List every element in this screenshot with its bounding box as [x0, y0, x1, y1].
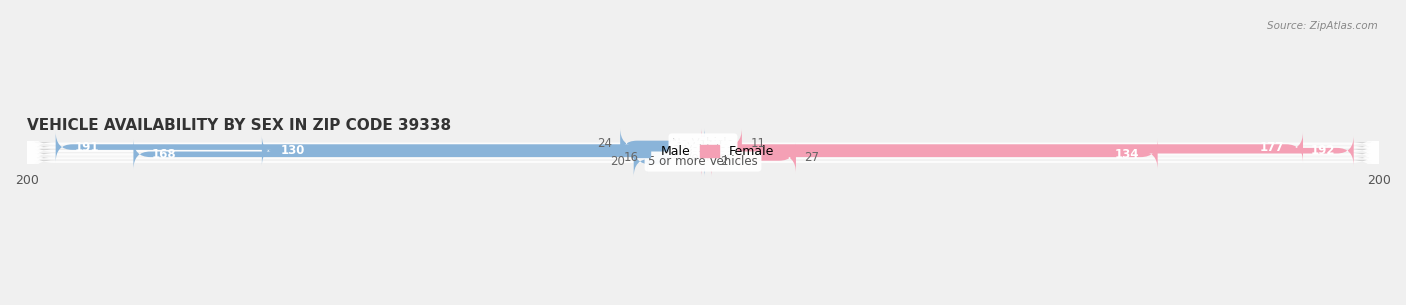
Text: VEHICLE AVAILABILITY BY SEX IN ZIP CODE 39338: VEHICLE AVAILABILITY BY SEX IN ZIP CODE …	[27, 118, 451, 133]
FancyBboxPatch shape	[27, 130, 1379, 185]
FancyBboxPatch shape	[702, 135, 1354, 166]
FancyBboxPatch shape	[134, 139, 704, 170]
Text: Source: ZipAtlas.com: Source: ZipAtlas.com	[1267, 21, 1378, 31]
Text: 4 Vehicles: 4 Vehicles	[673, 151, 733, 164]
FancyBboxPatch shape	[634, 146, 704, 177]
Text: 16: 16	[624, 151, 638, 164]
Text: 177: 177	[1260, 141, 1285, 154]
Text: 3 Vehicles: 3 Vehicles	[673, 148, 733, 161]
FancyBboxPatch shape	[702, 128, 742, 159]
Text: 11: 11	[751, 137, 765, 150]
Text: 192: 192	[1310, 144, 1336, 157]
FancyBboxPatch shape	[27, 134, 1379, 189]
Text: 20: 20	[610, 155, 626, 168]
Text: 27: 27	[804, 151, 820, 164]
FancyBboxPatch shape	[702, 143, 796, 173]
Text: 130: 130	[280, 144, 305, 157]
FancyBboxPatch shape	[27, 127, 1379, 182]
Text: No Vehicle: No Vehicle	[672, 137, 734, 150]
Text: 5 or more Vehicles: 5 or more Vehicles	[648, 155, 758, 168]
Text: 168: 168	[152, 148, 177, 161]
FancyBboxPatch shape	[702, 139, 1157, 170]
Text: 191: 191	[75, 141, 98, 154]
FancyBboxPatch shape	[647, 143, 704, 173]
FancyBboxPatch shape	[620, 128, 704, 159]
Legend: Male, Female: Male, Female	[627, 140, 779, 163]
FancyBboxPatch shape	[56, 132, 704, 162]
Text: 2: 2	[720, 155, 727, 168]
Text: 134: 134	[1115, 148, 1139, 161]
FancyBboxPatch shape	[27, 120, 1379, 175]
Text: 2 Vehicles: 2 Vehicles	[673, 144, 733, 157]
Text: 1 Vehicle: 1 Vehicle	[676, 141, 730, 154]
FancyBboxPatch shape	[262, 135, 704, 166]
FancyBboxPatch shape	[702, 132, 1303, 162]
Text: 24: 24	[596, 137, 612, 150]
FancyBboxPatch shape	[695, 146, 718, 177]
FancyBboxPatch shape	[27, 116, 1379, 171]
FancyBboxPatch shape	[27, 123, 1379, 178]
